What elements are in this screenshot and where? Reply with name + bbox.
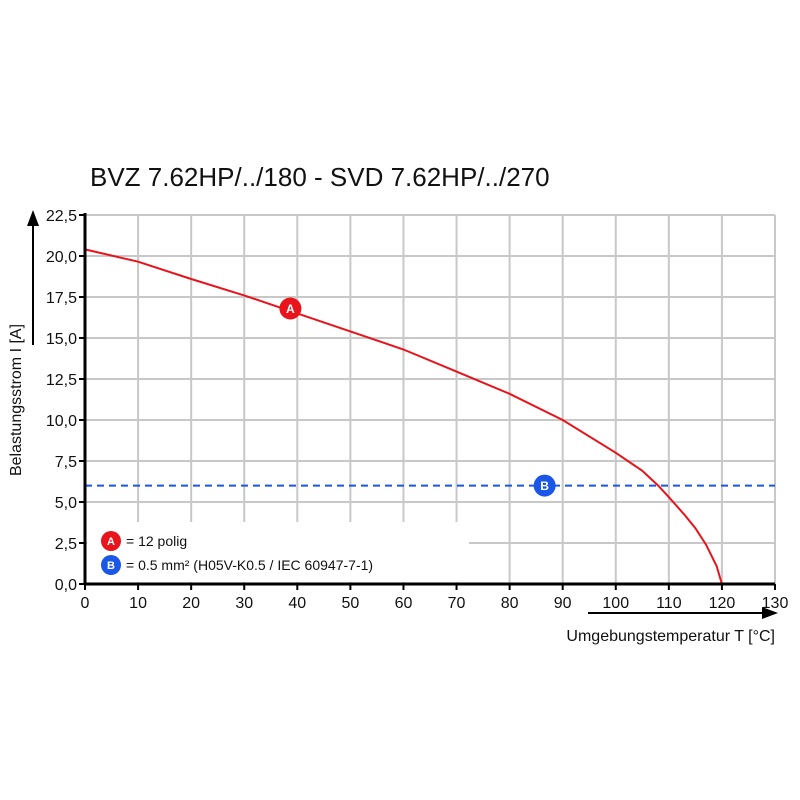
y-tick-label: 20,0	[46, 249, 77, 266]
series-A-line	[84, 248, 723, 585]
x-tick-label: 50	[341, 595, 359, 612]
series-A-marker	[279, 297, 302, 320]
axes	[27, 210, 778, 619]
x-tick-label: 10	[129, 595, 147, 612]
x-axis-label: Umgebungstemperatur T [°C]	[566, 628, 775, 645]
legend-marker-B	[101, 555, 121, 575]
x-tick-label: 90	[554, 595, 572, 612]
y-tick-label: 5,0	[55, 495, 77, 512]
x-tick-label: 120	[709, 595, 736, 612]
x-tick-label: 20	[182, 595, 200, 612]
legend-background	[87, 545, 469, 582]
x-tick-label: 110	[656, 595, 682, 612]
x-tick-label: 30	[235, 595, 253, 612]
legend-entry-B: = 0.5 mm² (H05V-K0.5 / IEC 60947-7-1)	[126, 557, 373, 573]
y-tick-label: 0,0	[55, 577, 77, 594]
y-tick-label: 12,5	[46, 372, 77, 389]
y-tick-label: 15,0	[46, 331, 77, 348]
chart-title: BVZ 7.62HP/../180 - SVD 7.62HP/../270	[90, 162, 550, 192]
legend-marker-A-letter: A	[107, 536, 115, 548]
x-tick-label: 70	[448, 595, 466, 612]
y-axis-label: Belastungsstrom I [A]	[8, 324, 25, 476]
y-label-arrow-head	[27, 210, 39, 226]
x-tick-label: 40	[288, 595, 306, 612]
legend-entry-A: = 12 polig	[126, 533, 187, 549]
x-tick-label: 100	[602, 595, 629, 612]
y-tick-label: 2,5	[55, 536, 77, 553]
legend-marker-B-letter: B	[107, 560, 115, 572]
y-tick-label: 10,0	[46, 413, 77, 430]
x-tick-label: 130	[762, 595, 789, 612]
legend: A = 12 polig B = 0.5 mm² (H05V-K0.5 / IEC 6…	[101, 531, 373, 575]
series-A-marker-letter: A	[286, 302, 295, 316]
series-B-marker	[533, 474, 556, 497]
x-label-arrow-head	[762, 607, 778, 619]
legend-marker-A	[101, 531, 121, 551]
tick-labels: 0 10 20 30 40 50 60 70 80 90 100 110 120 130 0,0 2,5 5,0…	[46, 208, 789, 612]
y-tick-label: 17,5	[46, 290, 77, 307]
x-tick-label: 80	[501, 595, 519, 612]
y-tick-label: 7,5	[55, 454, 77, 471]
y-tick-label: 22,5	[46, 208, 77, 225]
x-tick-label: 60	[395, 595, 413, 612]
x-tick-label: 0	[81, 595, 90, 612]
series-B-marker-letter: B	[540, 479, 549, 493]
